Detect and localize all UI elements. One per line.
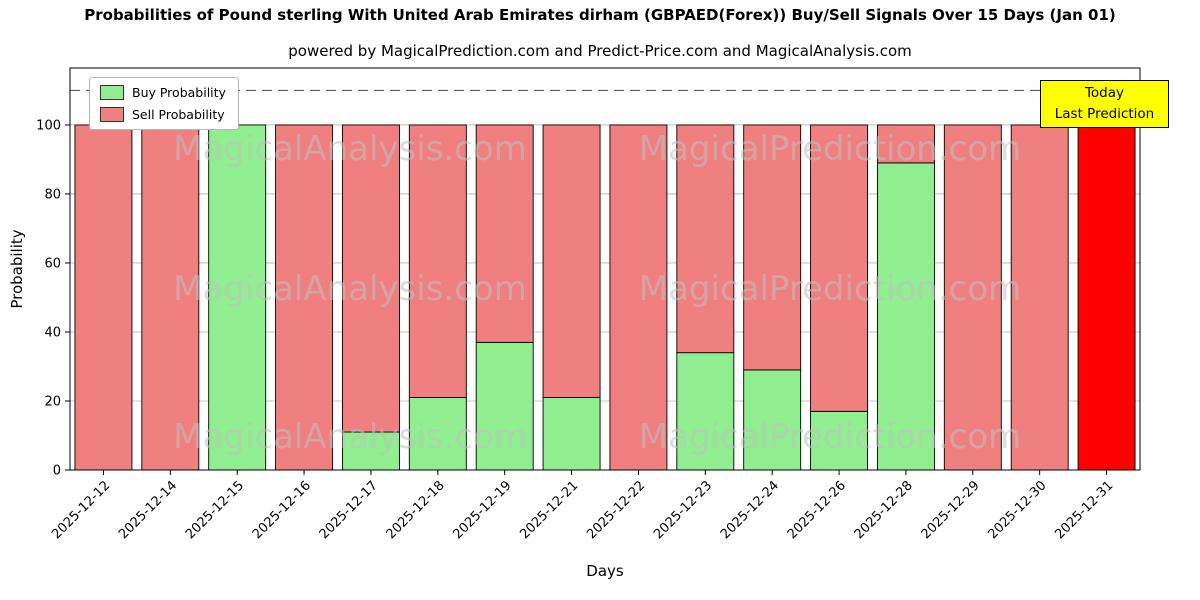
x-tick-label: 2025-12-15 [183, 478, 247, 542]
x-tick-label: 2025-12-26 [785, 478, 849, 542]
watermark-text: MagicalPrediction.com [639, 129, 1022, 169]
bar-sell-2025-12-23 [676, 124, 735, 354]
y-axis-title: Probability [8, 229, 26, 308]
bar-sell-2025-12-26 [810, 124, 869, 412]
plot-border [69, 67, 1141, 471]
sell-probability-swatch [100, 107, 124, 122]
x-tick-label: 2025-12-18 [384, 478, 448, 542]
bar-sell-2025-12-17 [341, 124, 400, 433]
y-tick-label: 40 [44, 325, 61, 340]
bar-buy-2025-12-23 [676, 352, 735, 471]
watermark-text: MagicalAnalysis.com [173, 269, 527, 309]
today-box-line2: Last Prediction [1054, 106, 1155, 122]
bar-sell-2025-12-24 [743, 124, 802, 371]
y-axis: 0 20 40 60 80 100 [36, 118, 70, 479]
bars [74, 89, 1136, 471]
watermark-text: MagicalPrediction.com [639, 417, 1022, 457]
bar-buy-2025-12-26 [810, 410, 869, 471]
watermark-text: MagicalPrediction.com [639, 269, 1022, 309]
bar-sell-2025-12-29 [943, 124, 1002, 471]
watermark-text: MagicalAnalysis.com [173, 417, 527, 457]
watermarks: MagicalAnalysis.com MagicalPrediction.com… [173, 129, 1021, 457]
bar-sell-2025-12-18 [408, 124, 467, 398]
x-tick-label: 2025-12-16 [250, 478, 314, 542]
x-tick-label: 2025-12-17 [317, 478, 381, 542]
bar-sell-2025-12-21 [542, 124, 601, 398]
chart-subtitle: powered by MagicalPrediction.com and Pre… [288, 42, 912, 60]
bar-buy-2025-12-28 [876, 162, 935, 471]
bar-sell-2025-12-22 [609, 124, 668, 471]
x-tick-label: 2025-12-22 [584, 478, 648, 542]
y-tick-label: 100 [36, 118, 61, 133]
x-tick-label: 2025-12-24 [718, 478, 782, 542]
today-last-prediction-box: Today Last Prediction [1040, 80, 1169, 128]
x-tick-label: 2025-12-29 [919, 478, 983, 542]
buy-probability-swatch [100, 85, 124, 100]
bar-buy-2025-12-24 [743, 369, 802, 471]
legend: Buy Probability Sell Probability [89, 77, 239, 130]
x-tick-label: 2025-12-21 [517, 478, 581, 542]
y-tick-label: 0 [53, 464, 61, 479]
watermark-text: MagicalAnalysis.com [173, 129, 527, 169]
x-axis-title: Days [586, 562, 624, 580]
bar-buy-2025-12-21 [542, 397, 601, 471]
bar-sell-2025-12-28 [876, 124, 935, 164]
x-axis: 2025-12-12 2025-12-14 2025-12-15 2025-12-16… [49, 470, 1116, 542]
buy-probability-label: Buy Probability [132, 85, 226, 100]
today-box-line1: Today [1084, 85, 1125, 101]
bar-today-2025-12-31 [1077, 89, 1136, 471]
bar-sell-2025-12-19 [475, 124, 534, 343]
x-tick-label: 2025-12-30 [985, 478, 1049, 542]
x-tick-label: 2025-12-31 [1052, 478, 1116, 542]
bar-buy-2025-12-19 [475, 341, 534, 471]
y-tick-label: 20 [44, 394, 61, 409]
chart-title: Probabilities of Pound sterling With Uni… [84, 6, 1116, 24]
sell-probability-label: Sell Probability [132, 107, 225, 122]
x-tick-label: 2025-12-28 [852, 478, 916, 542]
y-tick-label: 80 [44, 187, 61, 202]
x-tick-label: 2025-12-23 [651, 478, 715, 542]
bar-sell-2025-12-12 [74, 124, 133, 471]
x-tick-label: 2025-12-14 [116, 478, 180, 542]
legend-item-buy: Buy Probability [100, 85, 226, 100]
legend-item-sell: Sell Probability [100, 107, 226, 122]
y-tick-label: 60 [44, 256, 61, 271]
bar-sell-2025-12-30 [1010, 124, 1069, 471]
x-tick-label: 2025-12-12 [49, 478, 113, 542]
x-tick-label: 2025-12-19 [450, 478, 514, 542]
